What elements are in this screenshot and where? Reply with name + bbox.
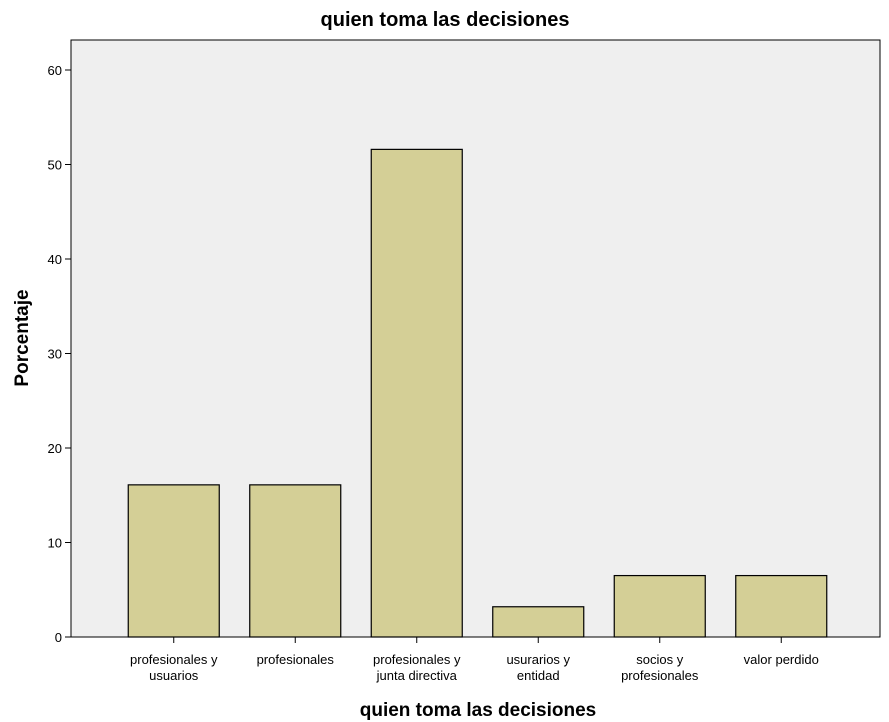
axis-layer: 0 10 20 30 40 50 60 profesionales y usuarios prof… xyxy=(48,63,819,683)
x-tick-label: socios y profesionales xyxy=(621,652,699,683)
x-axis-title: quien toma las decisiones xyxy=(360,700,597,721)
x-tick-label: valor perdido xyxy=(744,652,819,667)
y-tick-label: 60 xyxy=(48,63,62,78)
bar xyxy=(492,606,585,638)
y-tick-label: 50 xyxy=(48,158,62,173)
x-tick-label: profesionales y usuarios xyxy=(130,652,218,683)
chart-title: quien toma las decisiones xyxy=(321,9,570,31)
bar xyxy=(735,574,828,638)
x-tick-label: profesionales xyxy=(257,652,335,667)
bar xyxy=(613,574,706,638)
x-tick-label: usurarios y entidad xyxy=(506,652,570,683)
y-axis-title: Porcentaje xyxy=(12,289,33,386)
y-tick-label: 10 xyxy=(48,536,62,551)
y-tick-label: 40 xyxy=(48,252,62,267)
y-tick-label: 0 xyxy=(55,630,62,645)
bar xyxy=(370,148,463,638)
bar xyxy=(127,484,220,638)
bars-layer xyxy=(127,148,828,638)
bar xyxy=(249,484,342,638)
x-tick-label: profesionales y junta directiva xyxy=(373,652,461,683)
y-tick-label: 20 xyxy=(48,441,62,456)
y-tick-label: 30 xyxy=(48,347,62,362)
